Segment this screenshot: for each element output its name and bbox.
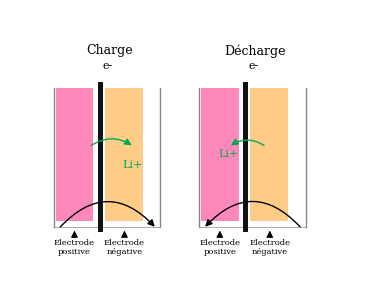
Bar [98, 82, 103, 232]
Text: Charge: Charge [86, 44, 133, 57]
Text: e-: e- [103, 61, 113, 71]
Text: Li+: Li+ [122, 160, 143, 170]
Bar [251, 88, 288, 221]
Text: Electrode
négative: Electrode négative [249, 239, 290, 256]
Text: e-: e- [248, 61, 258, 71]
Text: Li+: Li+ [218, 149, 239, 159]
Bar [243, 82, 248, 232]
Bar [105, 88, 143, 221]
Bar [201, 88, 238, 221]
Text: Electrode
négative: Electrode négative [104, 239, 145, 256]
Text: Electrode
positive: Electrode positive [199, 239, 240, 256]
Text: Décharge: Décharge [224, 44, 285, 58]
Bar [56, 88, 93, 221]
Text: Electrode
positive: Electrode positive [54, 239, 95, 256]
